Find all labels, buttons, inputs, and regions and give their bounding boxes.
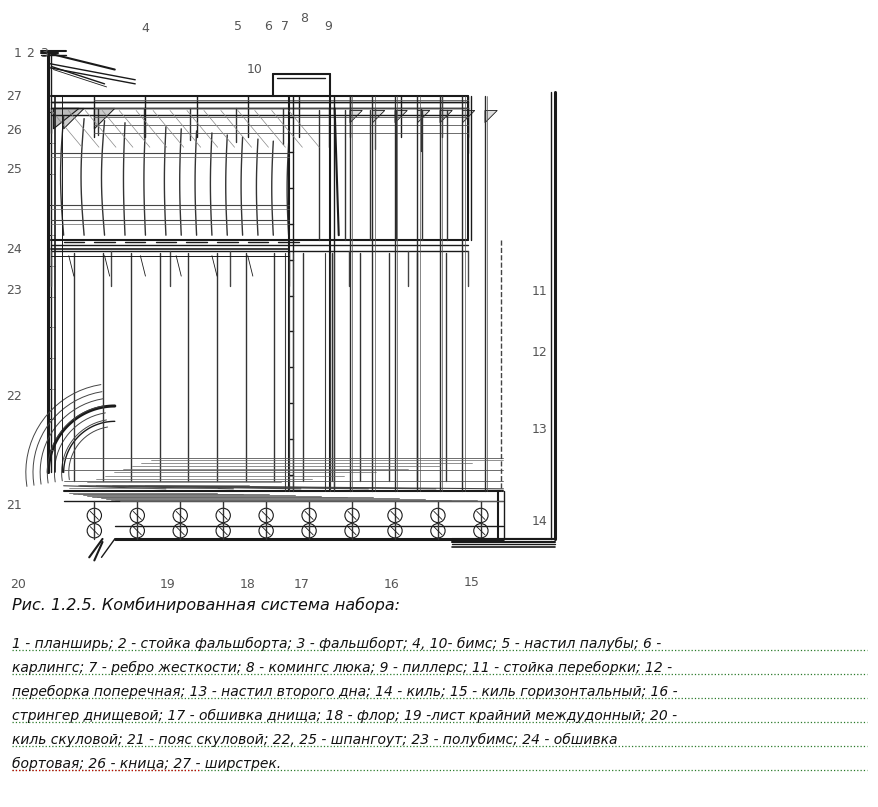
- Text: 21: 21: [6, 499, 22, 512]
- Text: стрингер днищевой; 17 - обшивка днища; 18 - флор; 19 -лист крайний междудонный; : стрингер днищевой; 17 - обшивка днища; 1…: [12, 709, 676, 723]
- Text: 4: 4: [140, 22, 148, 36]
- Text: 22: 22: [6, 391, 22, 404]
- Text: 26: 26: [6, 124, 22, 137]
- Text: 6: 6: [263, 20, 271, 33]
- Text: переборка поперечная; 13 - настил второго дна; 14 - киль; 15 - киль горизонтальн: переборка поперечная; 13 - настил второг…: [12, 685, 677, 699]
- Text: киль скуловой; 21 - пояс скуловой; 22, 25 - шпангоут; 23 - полубимс; 24 - обшивк: киль скуловой; 21 - пояс скуловой; 22, 2…: [12, 733, 617, 747]
- Text: 11: 11: [531, 285, 547, 298]
- Text: 23: 23: [6, 284, 22, 297]
- Text: 9: 9: [324, 20, 332, 33]
- Text: 12: 12: [531, 346, 547, 359]
- Text: 13: 13: [531, 423, 547, 436]
- Polygon shape: [485, 111, 497, 123]
- Text: 20: 20: [10, 579, 26, 592]
- Text: карлингс; 7 - ребро жесткости; 8 - комингс люка; 9 - пиллерс; 11 - стойка перебо: карлингс; 7 - ребро жесткости; 8 - комин…: [12, 661, 672, 675]
- Text: 14: 14: [531, 515, 547, 528]
- Polygon shape: [417, 111, 429, 123]
- Text: 8: 8: [299, 12, 307, 25]
- Text: 10: 10: [247, 63, 263, 76]
- Text: 7: 7: [281, 20, 289, 33]
- Text: 25: 25: [6, 163, 22, 176]
- Polygon shape: [372, 111, 385, 123]
- Text: 1: 1: [14, 47, 22, 60]
- Text: 2: 2: [26, 47, 34, 60]
- Text: бортовая; 26 - кница; 27 - ширстрек.: бортовая; 26 - кница; 27 - ширстрек.: [12, 757, 281, 771]
- Text: 3: 3: [40, 47, 48, 60]
- Text: Рис. 1.2.5. Комбинированная система набора:: Рис. 1.2.5. Комбинированная система набо…: [12, 597, 399, 613]
- Polygon shape: [462, 111, 474, 123]
- Text: 15: 15: [464, 576, 479, 589]
- Polygon shape: [63, 108, 84, 129]
- Text: 17: 17: [294, 579, 310, 592]
- Text: 5: 5: [234, 20, 241, 33]
- Text: 18: 18: [240, 579, 255, 592]
- Polygon shape: [94, 108, 115, 129]
- Text: 19: 19: [160, 579, 176, 592]
- Text: 27: 27: [6, 90, 22, 102]
- Polygon shape: [349, 111, 362, 123]
- Polygon shape: [440, 111, 452, 123]
- Text: 16: 16: [384, 579, 399, 592]
- Polygon shape: [54, 108, 79, 129]
- Text: 24: 24: [6, 243, 22, 256]
- Polygon shape: [394, 111, 407, 123]
- Text: 1 - планширь; 2 - стойка фальшборта; 3 - фальшборт; 4, 10- бимс; 5 - настил палу: 1 - планширь; 2 - стойка фальшборта; 3 -…: [12, 637, 660, 651]
